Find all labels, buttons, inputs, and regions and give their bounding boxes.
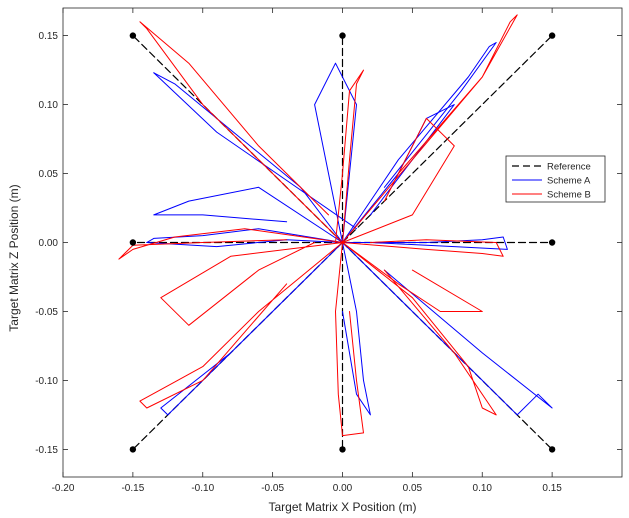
target-point (548, 446, 556, 453)
y-tick-label: 0.00 (39, 238, 59, 249)
x-tick-label: -0.05 (261, 483, 284, 494)
y-axis: 0.15 0.10 0.05 0.00 -0.05 -0.10 -0.15 (35, 31, 622, 456)
x-tick-label: -0.20 (52, 483, 75, 494)
series-line (118, 228, 343, 260)
series-line (160, 242, 343, 416)
series-line (160, 242, 343, 326)
y-axis-label: Target Matrix Z Position (m) (7, 184, 21, 332)
target-point (129, 446, 137, 453)
y-tick-label: 0.15 (39, 31, 59, 42)
target-points (129, 32, 556, 453)
series-line (314, 62, 357, 243)
y-tick-label: -0.15 (35, 445, 58, 456)
series-line (153, 186, 343, 243)
plot-area (62, 7, 623, 478)
series-line (335, 69, 364, 243)
series-line (342, 242, 483, 312)
target-point (129, 239, 137, 246)
x-tick-label: 0.05 (403, 483, 423, 494)
legend-label: Scheme A (547, 176, 591, 187)
target-point (339, 32, 346, 39)
series-line (342, 239, 504, 257)
series-line (146, 228, 343, 243)
x-tick-label: -0.15 (121, 483, 144, 494)
series-line (342, 117, 455, 243)
series-scheme-b (118, 14, 518, 437)
target-point (548, 239, 556, 246)
legend: Reference Scheme A Scheme B (505, 155, 606, 203)
target-point (548, 32, 556, 39)
target-point (339, 446, 346, 453)
series-line (342, 236, 508, 250)
series-line (342, 242, 497, 416)
y-tick-label: -0.05 (35, 307, 58, 318)
series-line (146, 239, 343, 248)
x-axis-label: Target Matrix X Position (m) (268, 500, 417, 514)
series-line (139, 21, 343, 243)
series-line (342, 14, 518, 243)
series-line (342, 104, 455, 243)
series-line (342, 42, 497, 243)
series-line (342, 242, 371, 416)
y-tick-label: 0.10 (39, 100, 59, 111)
y-tick-label: 0.05 (39, 169, 59, 180)
x-tick-label: 0.15 (542, 483, 562, 494)
legend-label: Scheme B (547, 190, 591, 201)
series-line (342, 242, 553, 416)
series-line (139, 242, 343, 409)
target-point (129, 32, 137, 39)
y-tick-label: -0.10 (35, 376, 58, 387)
x-tick-label: -0.10 (191, 483, 214, 494)
x-tick-label: 0.00 (333, 483, 353, 494)
x-axis: -0.20 -0.15 -0.10 -0.05 0.00 0.05 0.10 0.15 (52, 8, 562, 494)
legend-label: Reference (547, 162, 591, 173)
series-line (335, 242, 364, 437)
series-line (153, 72, 357, 230)
x-tick-label: 0.10 (473, 483, 493, 494)
series-scheme-a (146, 42, 553, 416)
